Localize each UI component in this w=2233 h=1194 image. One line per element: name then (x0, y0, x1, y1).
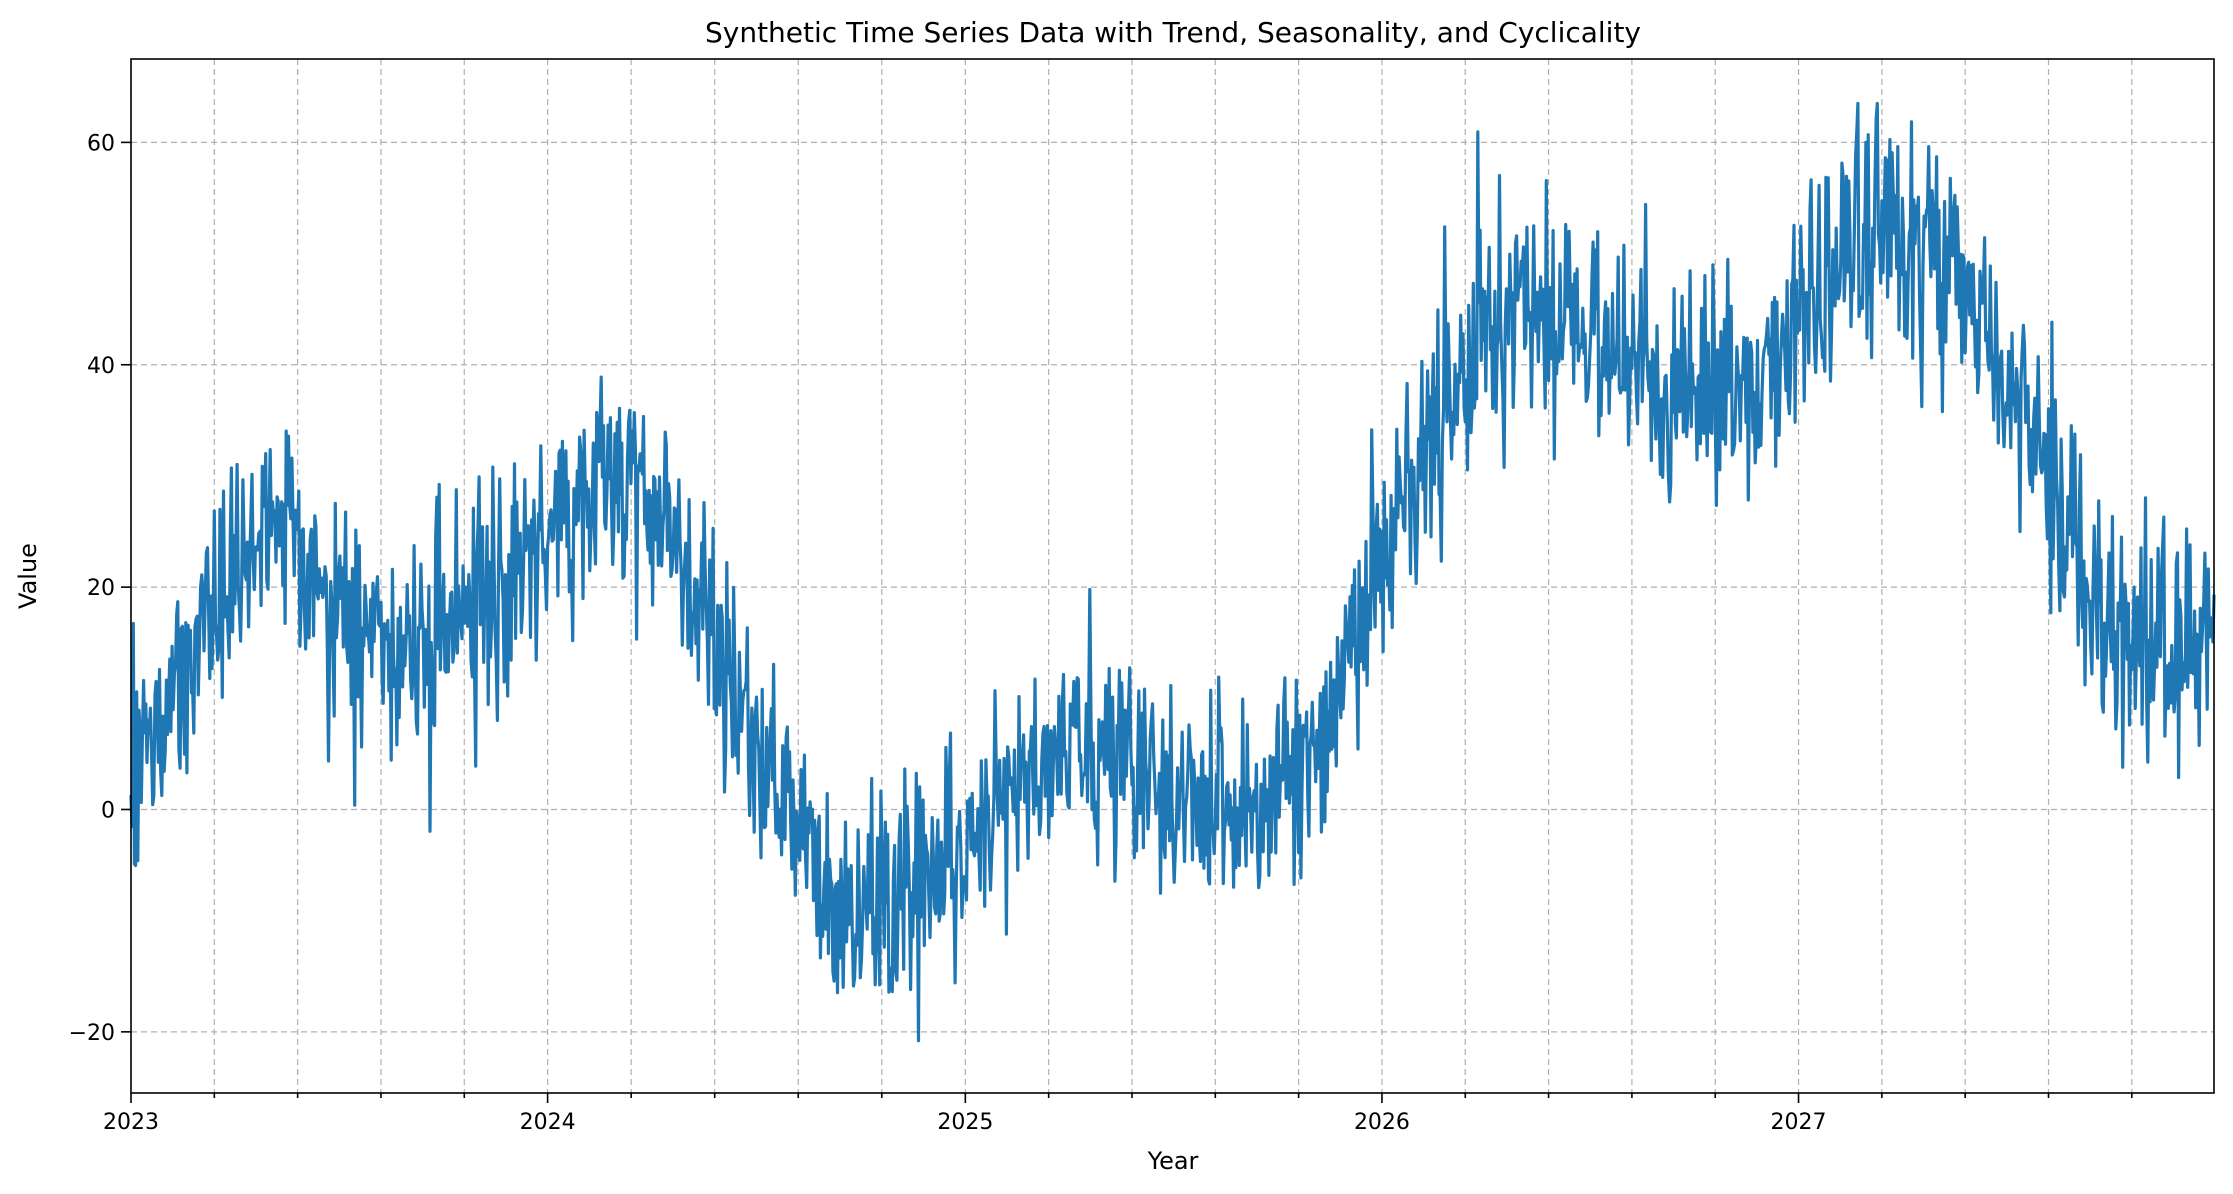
y-axis-ticks: −20 0 20 40 60 (69, 131, 131, 1046)
x-axis-label: Year (1147, 1147, 1199, 1175)
data-series (129, 101, 2216, 1043)
x-axis-ticks: 2023 2024 2025 2026 2027 (103, 1093, 2133, 1135)
y-tick-label: 0 (101, 798, 115, 823)
x-tick-label: 2027 (1771, 1110, 1827, 1135)
chart-title: Synthetic Time Series Data with Trend, S… (705, 16, 1641, 49)
x-tick-label: 2024 (520, 1110, 576, 1135)
y-axis-label: Value (14, 543, 42, 609)
x-tick-label: 2025 (937, 1110, 993, 1135)
x-tick-label: 2026 (1354, 1110, 1410, 1135)
x-tick-label: 2023 (103, 1110, 159, 1135)
y-tick-label: 60 (87, 131, 115, 156)
series-line (129, 101, 2216, 1043)
y-tick-label: −20 (69, 1021, 115, 1046)
y-tick-label: 40 (87, 354, 115, 379)
plot-frame (130, 58, 2215, 1094)
y-tick-label: 20 (87, 576, 115, 601)
